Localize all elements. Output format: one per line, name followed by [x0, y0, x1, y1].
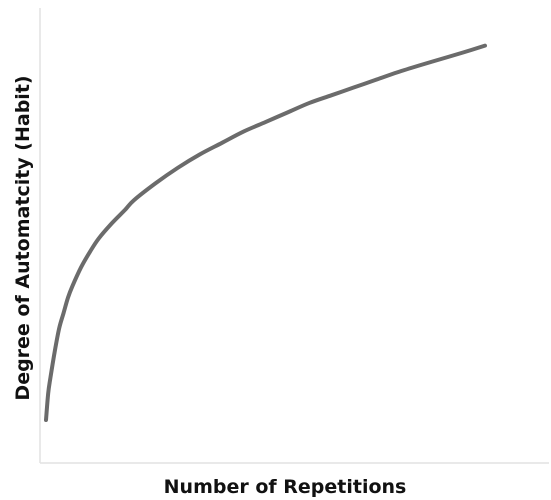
y-axis-label: Degree of Automatcity (Habit) [12, 75, 34, 400]
series-line [44, 43, 487, 422]
x-axis-label: Number of Repetitions [164, 476, 407, 498]
